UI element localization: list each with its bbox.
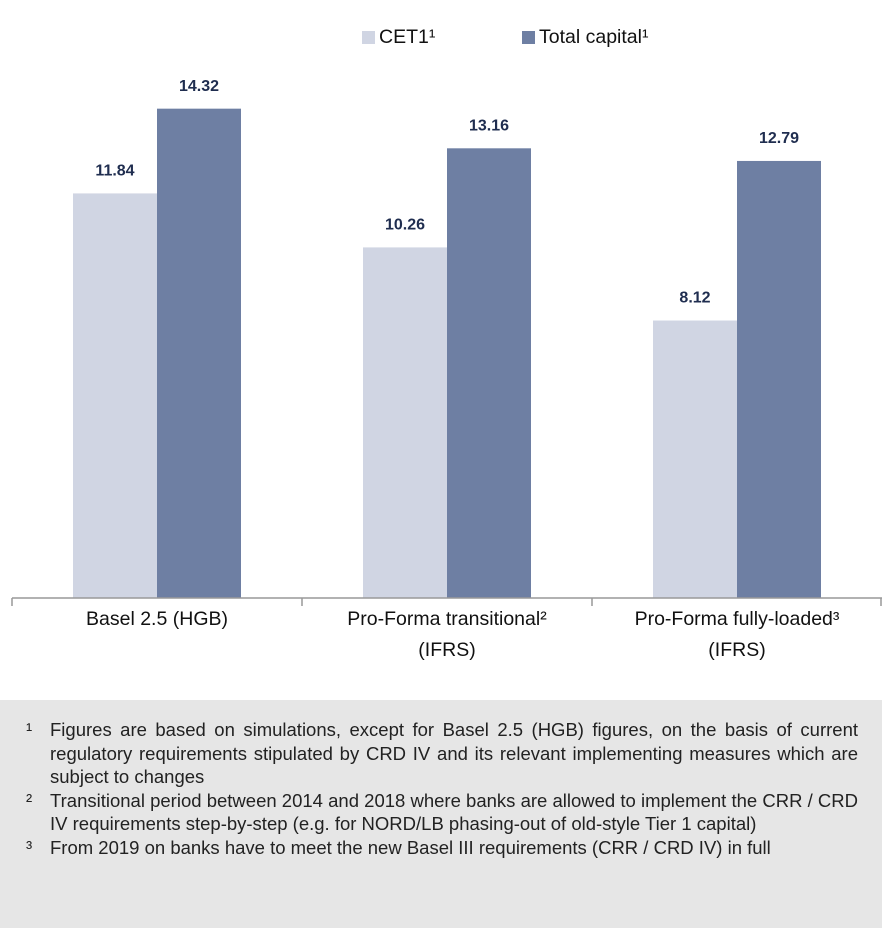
footnote-marker: ¹ [26, 719, 33, 740]
bar [737, 160, 821, 598]
footnotes: ¹ Figures are based on simulations, excep… [0, 700, 882, 928]
data-label: 14.32 [179, 78, 219, 95]
footnote-text: From 2019 on banks have to meet the new … [50, 836, 771, 858]
x-tick-label: Pro-Forma fully-loaded³ (IFRS) [634, 608, 840, 661]
footnote: ² Transitional period between 2014 and 20… [26, 789, 858, 836]
bar [363, 247, 447, 599]
chart: CET1¹ Total capital¹ 11.84 14.32 10.26 13.16 8… [11, 26, 882, 606]
data-label: 13.16 [469, 118, 509, 135]
legend-label: CET1¹ [379, 26, 436, 48]
data-label: 8.12 [679, 290, 710, 307]
footnote: ¹ Figures are based on simulations, excep… [26, 718, 858, 789]
legend-swatch [362, 31, 375, 44]
legend-label: Total capital¹ [539, 26, 649, 48]
data-label: 12.79 [759, 130, 799, 147]
bar [653, 320, 737, 598]
data-label: 10.26 [385, 217, 425, 234]
x-tick-label: Basel 2.5 (HGB) [86, 608, 228, 630]
footnote-text: Figures are based on simulations, except… [50, 719, 858, 787]
bar [157, 108, 241, 598]
data-label: 11.84 [95, 163, 134, 180]
footnote-marker: ² [26, 789, 33, 811]
bar [447, 148, 531, 598]
x-tick-label: Pro-Forma transitional² (IFRS) [347, 608, 547, 661]
footnote: ³ From 2019 on banks have to meet the new… [26, 836, 858, 860]
footnote-marker: ³ [26, 836, 33, 858]
footnote-text: Transitional period between 2014 and 201… [50, 789, 858, 835]
bar [73, 193, 157, 598]
legend-swatch [522, 31, 535, 44]
